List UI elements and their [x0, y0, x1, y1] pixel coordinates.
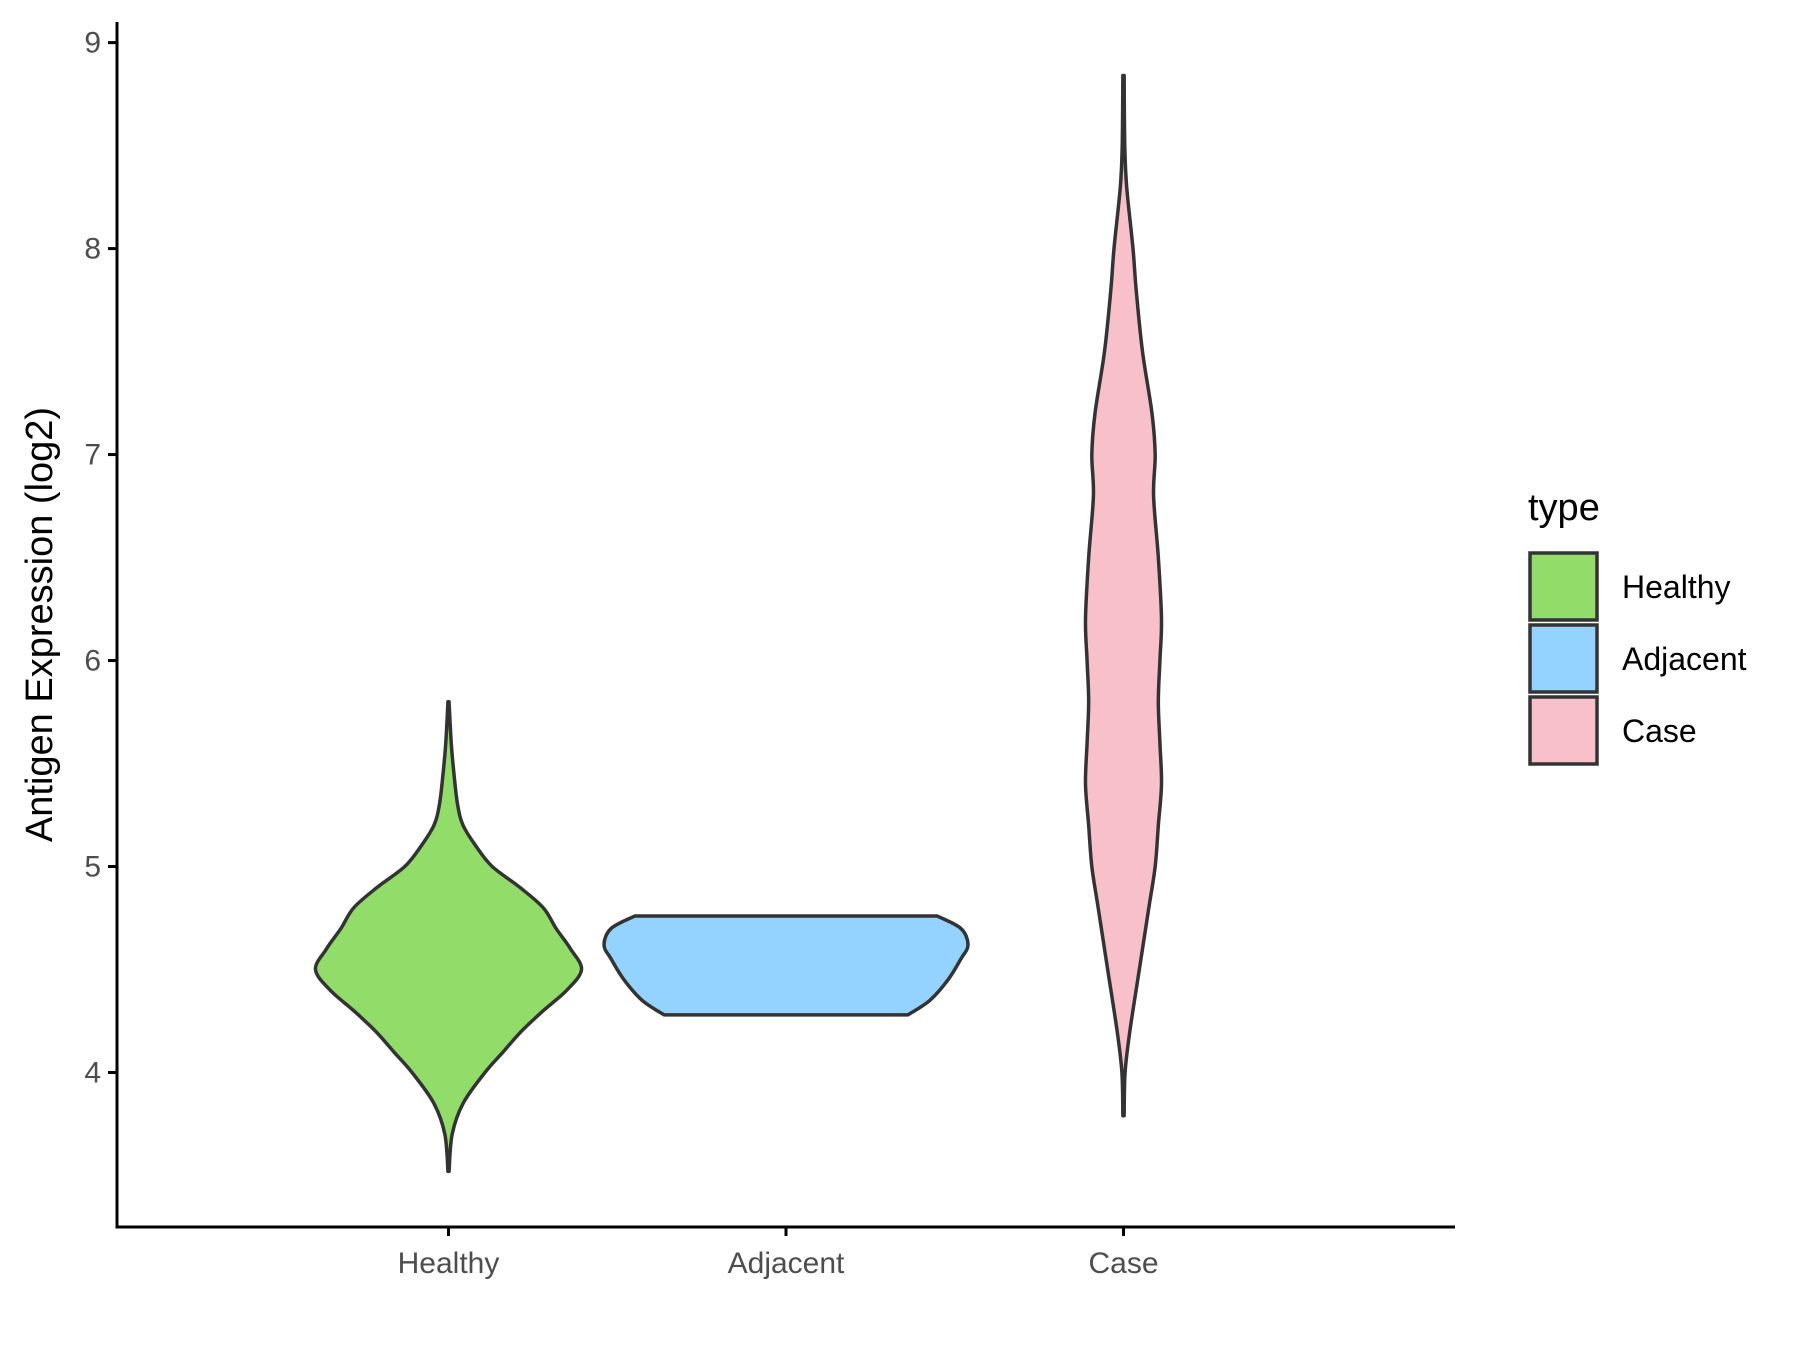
y-tick-label: 8 [84, 233, 101, 266]
y-tick-label: 7 [84, 439, 101, 472]
y-tick-label: 6 [84, 645, 101, 678]
legend-label-case: Case [1622, 713, 1697, 749]
x-ticks: Healthy Adjacent Case [398, 1227, 1159, 1280]
legend-title: type [1528, 487, 1600, 529]
legend-swatch-healthy [1528, 551, 1599, 622]
axes: 4 5 6 7 8 9 Healthy Adjacent Case Antigen Expre… [19, 22, 1455, 1280]
violin-layer [313, 73, 1164, 1174]
x-tick-label: Case [1088, 1247, 1158, 1280]
y-tick-label: 9 [84, 27, 101, 60]
x-tick-label: Adjacent [728, 1247, 845, 1280]
y-ticks: 4 5 6 7 8 9 [84, 27, 117, 1090]
violin-case [1083, 73, 1164, 1118]
x-tick-label: Healthy [398, 1247, 500, 1280]
violin-healthy [313, 699, 584, 1174]
legend-swatch-adjacent [1528, 623, 1599, 694]
legend-label-adjacent: Adjacent [1622, 641, 1747, 677]
legend-items: Healthy Adjacent Case [1528, 551, 1747, 766]
violin-adjacent [602, 914, 970, 1017]
y-tick-label: 4 [84, 1057, 101, 1090]
y-tick-label: 5 [84, 851, 101, 884]
legend: type Healthy Adjacent Case [1528, 487, 1747, 766]
y-axis-title: Antigen Expression (log2) [19, 407, 61, 842]
legend-swatch-case [1528, 695, 1599, 766]
legend-label-healthy: Healthy [1622, 569, 1731, 605]
